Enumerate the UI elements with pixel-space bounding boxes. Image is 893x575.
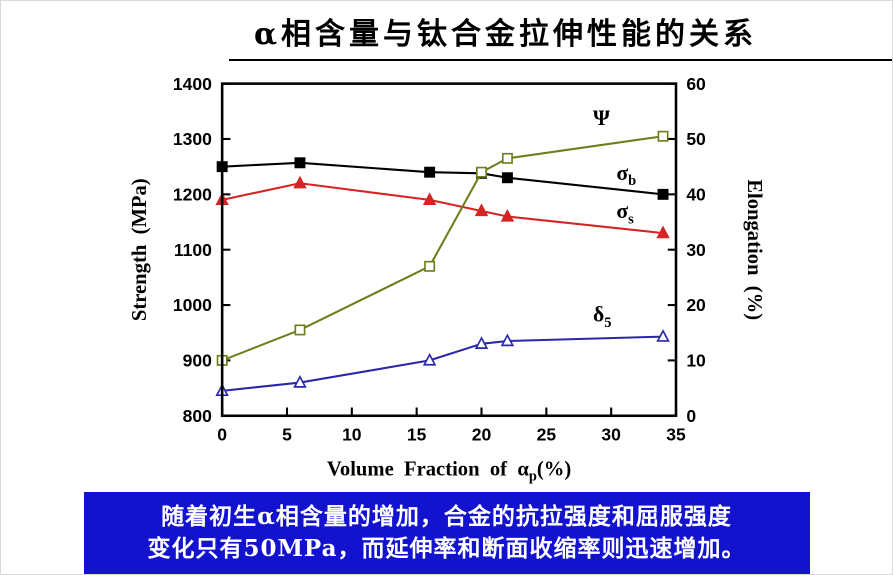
marker-sigma-b <box>501 172 513 184</box>
y-axis-label-left: Strength (MPa) <box>129 178 151 321</box>
y-left-tick-label: 800 <box>183 406 212 426</box>
marker-psi <box>424 260 436 272</box>
plot-frame <box>220 82 678 418</box>
marker-delta-5 <box>656 329 670 342</box>
series-label-delta-5: δ5 <box>593 303 611 331</box>
marker-psi <box>476 166 487 178</box>
series-line-sigma-b <box>222 161 664 196</box>
series-line-sigma-s <box>221 182 664 235</box>
marker-psi <box>657 130 669 142</box>
y-right-tick-label: 60 <box>686 74 706 94</box>
y-right-tick-label: 10 <box>686 351 706 371</box>
y-right-tick-label: 20 <box>686 295 706 315</box>
series-line-delta-5 <box>222 335 664 392</box>
y-left-tick-label: 1000 <box>173 295 212 315</box>
marker-sigma-s <box>656 225 670 239</box>
marker-sigma-s <box>422 192 437 206</box>
marker-psi <box>294 324 306 336</box>
y-left-tick-label: 1300 <box>173 129 212 149</box>
x-tick-label: 35 <box>666 425 686 445</box>
marker-sigma-b <box>424 166 436 178</box>
x-tick-label: 5 <box>282 425 292 445</box>
marker-psi <box>501 152 513 164</box>
y-right-tick-label: 30 <box>686 240 706 260</box>
x-axis-label: Volume Fraction of αp(%) <box>327 459 571 485</box>
y-left-tick-label: 900 <box>183 351 212 371</box>
x-tick-label: 10 <box>342 425 362 445</box>
marker-sigma-s <box>293 175 307 189</box>
marker-sigma-b <box>294 157 306 169</box>
chart-container: 0 5 10 15 20 25 30 35 800 900 1000 1100 1200 1300 1400… <box>1 63 892 488</box>
y-right-tick-label: 0 <box>686 406 696 426</box>
title-row: α相含量与钛合金拉伸性能的关系 <box>1 9 892 53</box>
tensile-properties-chart: 0 5 10 15 20 25 30 35 800 900 1000 1100 1200 1300 1400… <box>129 74 765 485</box>
title-underline <box>229 59 892 61</box>
series-line-psi <box>221 135 664 362</box>
y-left-tick-label: 1200 <box>173 185 212 205</box>
y-right-tick-label: 40 <box>686 185 706 205</box>
series-label-sigma-b: σb <box>616 161 636 189</box>
x-tick-label: 20 <box>472 425 492 445</box>
series-label-psi: Ψ <box>593 106 610 130</box>
marker-delta-5 <box>422 352 437 366</box>
y-axis-label-right: Elongation (%) <box>743 179 765 320</box>
marker-delta-5 <box>293 375 307 388</box>
x-tick-label: 15 <box>407 425 427 445</box>
marker-sigma-s <box>474 203 489 217</box>
marker-delta-5 <box>474 336 489 349</box>
marker-delta-5 <box>500 333 515 347</box>
marker-sigma-b <box>657 188 669 200</box>
caption-box: 随着初生α相含量的增加，合金的抗拉强度和屈服强度 变化只有50MPa，而延伸率和… <box>83 491 810 575</box>
x-tick-label: 30 <box>601 425 621 445</box>
y-left-tick-label: 1100 <box>174 240 212 260</box>
page-title: α相含量与钛合金拉伸性能的关系 <box>253 17 758 52</box>
y-left-tick-label: 1400 <box>173 74 212 94</box>
marker-sigma-s <box>500 208 515 222</box>
caption-line-1: 随着初生α相含量的增加，合金的抗拉强度和屈服强度 <box>161 502 732 530</box>
caption-line-2: 变化只有50MPa，而延伸率和断面收缩率则迅速增加。 <box>147 535 746 563</box>
y-right-tick-label: 50 <box>686 129 706 149</box>
x-tick-label: 25 <box>537 425 557 445</box>
x-tick-label: 0 <box>217 425 227 445</box>
series-label-sigma-s: σs <box>616 199 634 227</box>
